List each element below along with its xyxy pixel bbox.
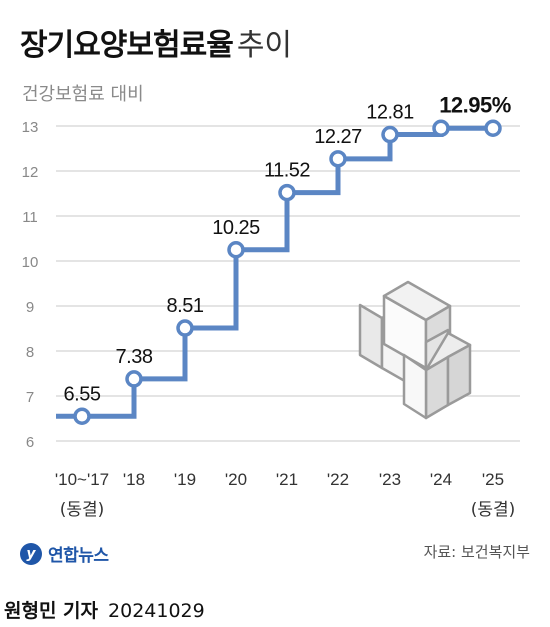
- x-tick-label: '25: [482, 470, 504, 489]
- data-label: 7.38: [116, 346, 153, 368]
- series-line: [56, 125, 493, 419]
- data-point: [227, 241, 245, 259]
- data-label: 10.25: [212, 217, 260, 239]
- data-label: 12.27: [314, 126, 362, 148]
- data-point: [125, 370, 143, 388]
- x-tick-label: '24: [430, 470, 452, 489]
- y-tick-label: 6: [26, 434, 34, 451]
- x-tick-note: (동결): [471, 500, 516, 520]
- y-tick-label: 8: [26, 344, 34, 361]
- x-tick-label: '18: [123, 470, 145, 489]
- x-tick-label: '22: [327, 470, 349, 489]
- data-label: 8.51: [167, 295, 204, 317]
- x-axis-ticks: '10~'17 (동결) '18 '19 '20 '21 '22 '23 '24 '25 (동결): [55, 470, 515, 520]
- y-tick-label: 11: [22, 209, 38, 226]
- data-point: [432, 119, 450, 137]
- data-label: 11.52: [264, 160, 310, 182]
- data-point: [73, 407, 91, 425]
- cross-facet: [402, 353, 428, 420]
- logo-text: 연합뉴스: [48, 546, 109, 566]
- title-main: 장기요양보험료율: [20, 28, 234, 63]
- chart-title: 장기요양보험료율 추이: [20, 20, 292, 64]
- publish-date: 20241029: [108, 600, 205, 622]
- y-tick-label: 12: [22, 164, 39, 181]
- x-tick-note: (동결): [60, 500, 105, 520]
- x-tick-label: '10~'17: [55, 470, 109, 489]
- step-line: [56, 125, 493, 419]
- data-label: 6.55: [64, 383, 101, 405]
- y-axis-ticks: 6 7 8 9 10 11 12 13: [22, 119, 39, 451]
- yonhap-emblem-icon: y: [20, 542, 42, 565]
- x-tick-label: '23: [379, 470, 401, 489]
- data-point: [278, 183, 296, 202]
- y-tick-label: 13: [22, 119, 39, 136]
- cross-facet: [358, 303, 384, 370]
- data-label: 12.81: [366, 102, 414, 124]
- data-points: [73, 119, 502, 425]
- title-sub: 추이: [236, 28, 293, 63]
- data-point: [381, 125, 399, 144]
- y-tick-label: 10: [22, 254, 39, 271]
- x-tick-label: '21: [276, 470, 298, 489]
- x-tick-label: '20: [225, 470, 247, 489]
- yonhap-logo: y 연합뉴스: [20, 541, 109, 566]
- y-tick-label: 7: [26, 389, 34, 406]
- data-point: [176, 319, 194, 337]
- data-point: [484, 119, 502, 137]
- plus-cross-icon: [358, 280, 472, 420]
- chart-subtitle: 건강보험료 대비: [22, 84, 144, 105]
- reporter-name: 원형민 기자: [4, 600, 99, 622]
- source-note: 자료: 보건복지부: [423, 543, 530, 561]
- byline: 원형민 기자 20241029: [4, 596, 205, 623]
- cross-facet: [446, 343, 472, 407]
- y-tick-label: 9: [26, 299, 34, 316]
- data-point: [329, 150, 347, 168]
- x-tick-label: '19: [174, 470, 196, 489]
- data-label: 12.95%: [439, 92, 511, 117]
